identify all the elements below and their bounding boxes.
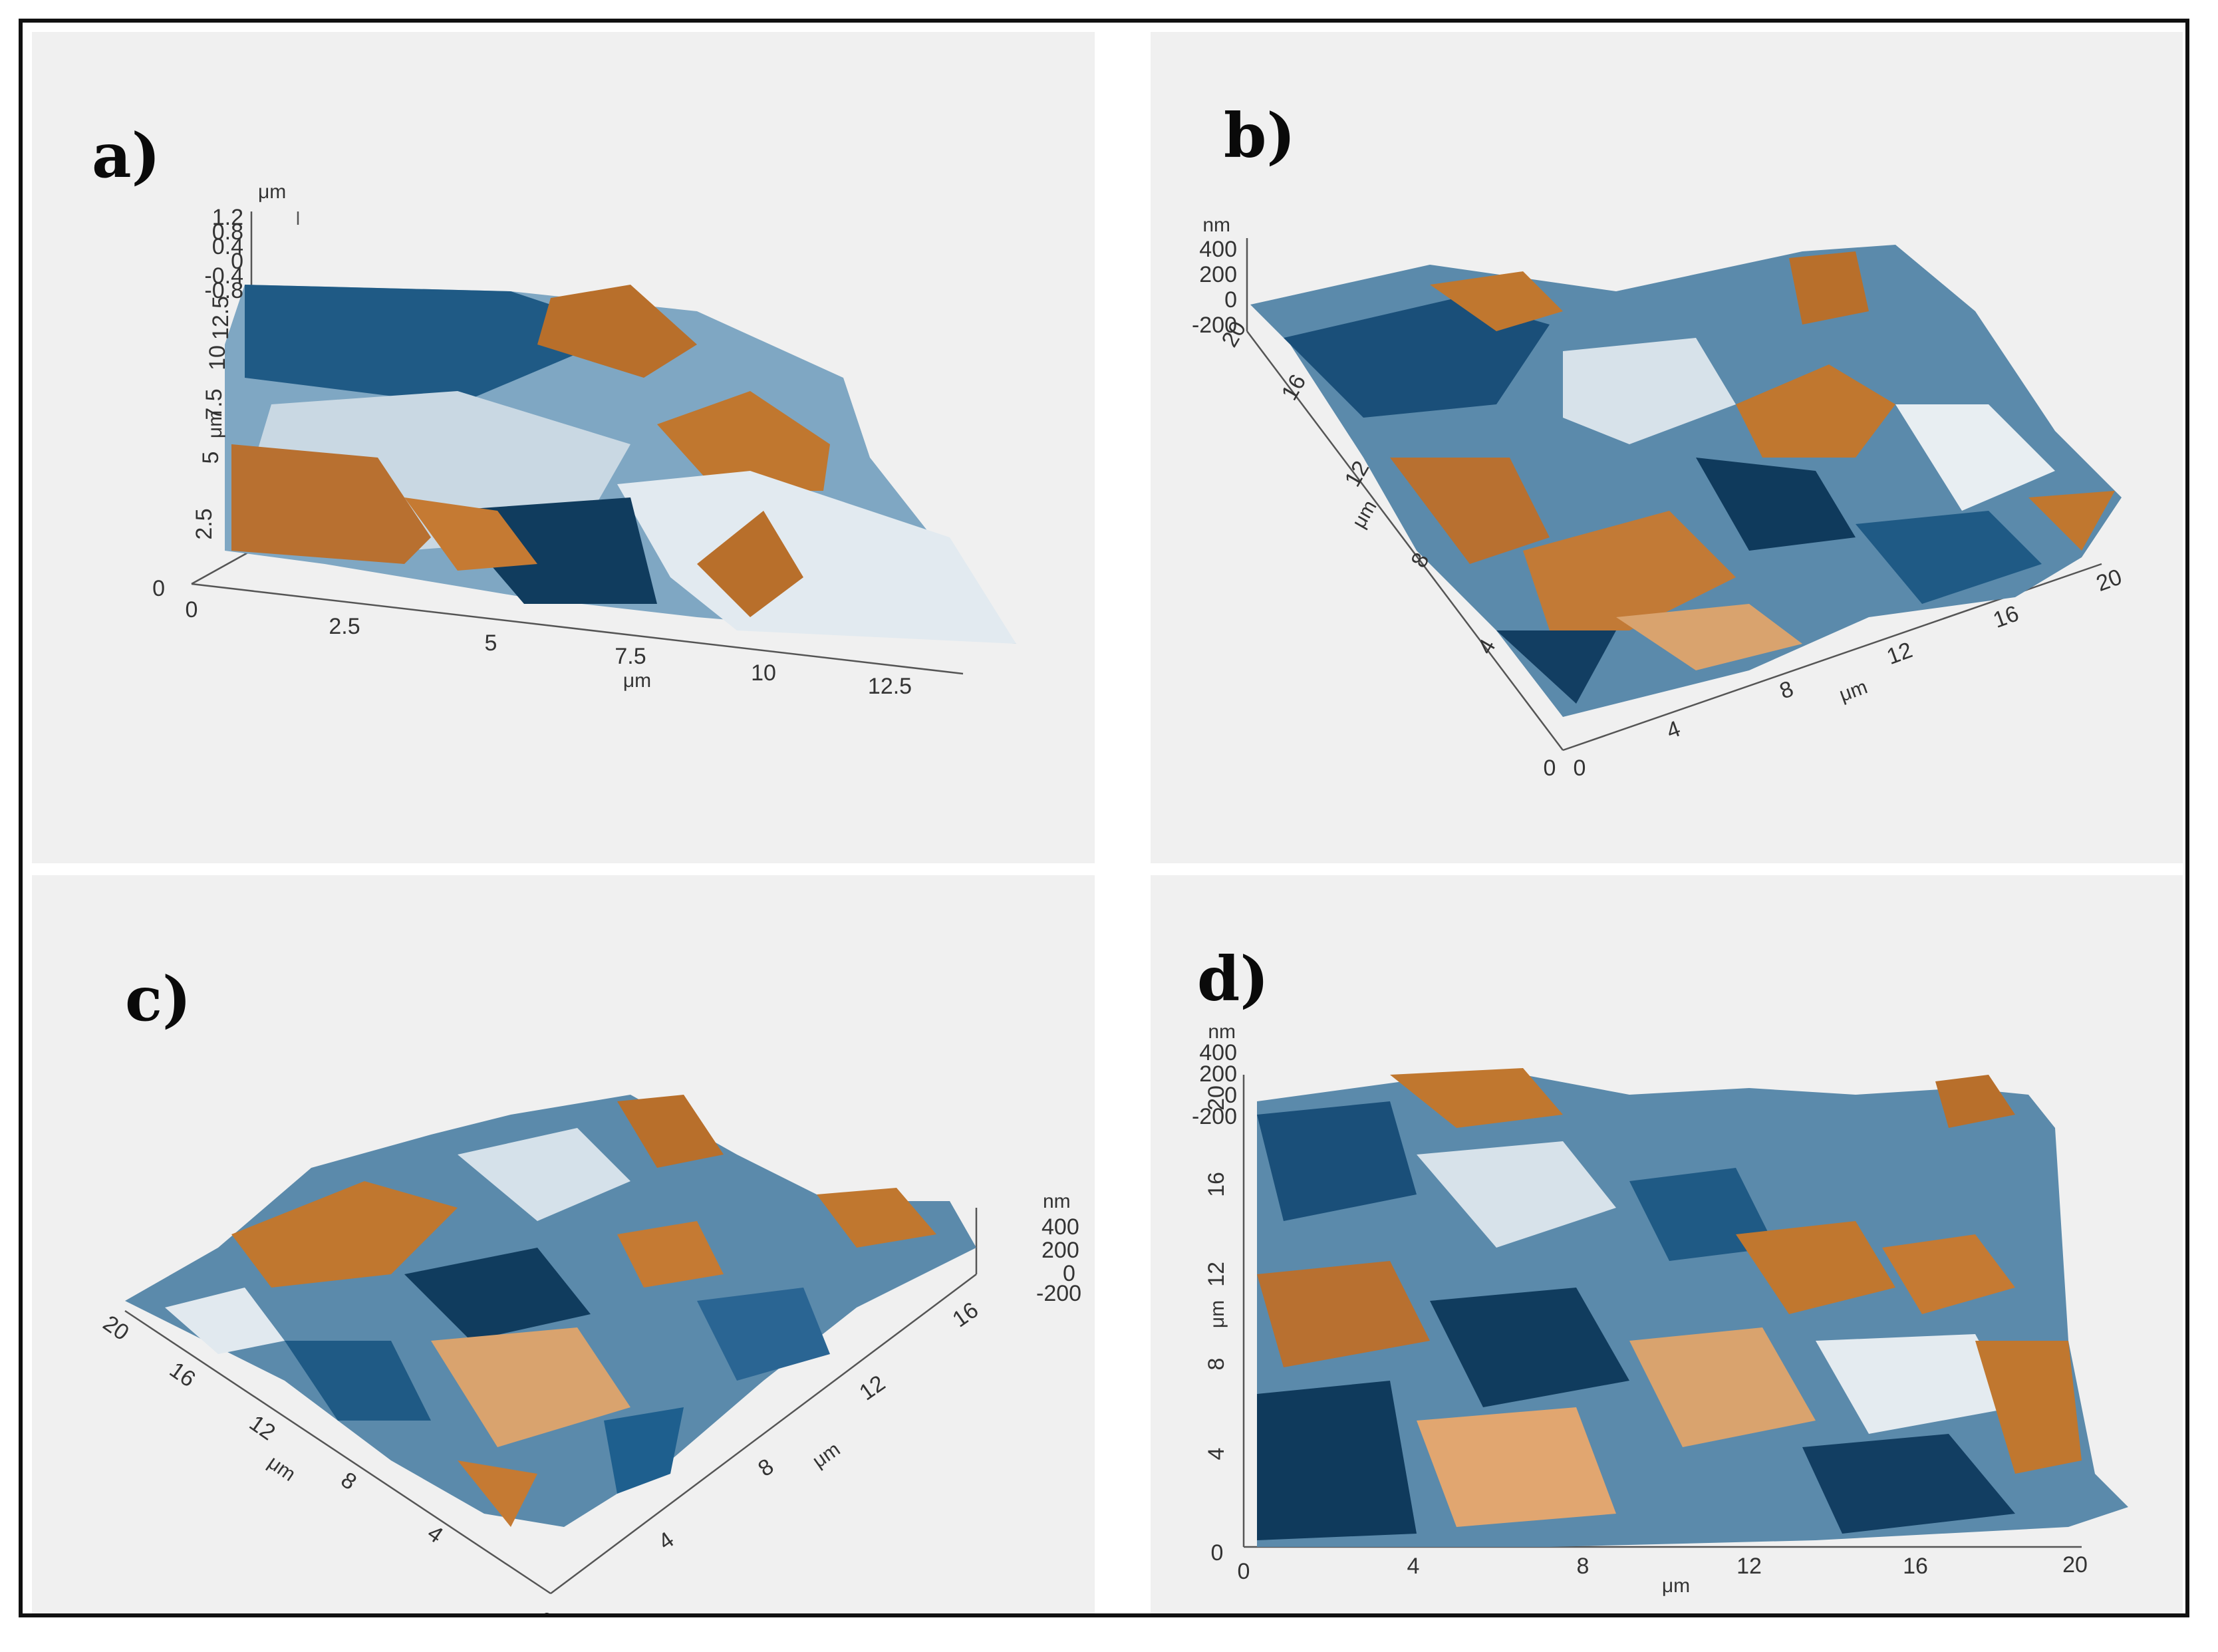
panel-d: d) (1151, 875, 2183, 1613)
panel-b: b) (1151, 32, 2183, 863)
tick-label: 16 (1277, 370, 1312, 405)
tick-label: 400 (1199, 1040, 1237, 1065)
z-axis-unit: nm (1208, 1021, 1236, 1043)
tick-label: 0 (1544, 756, 1556, 781)
tick-label: 1.2 (212, 205, 243, 230)
panel-b-z-ticks: nm 400 200 0 -200 (1192, 214, 1237, 338)
tick-label: 400 (1199, 237, 1237, 262)
tick-label: 8 (1577, 1554, 1590, 1579)
tick-label: 0 (231, 249, 243, 274)
z-axis-unit: μm (258, 181, 286, 203)
panel-a-z-ticks: μm 1.2 0.8 0.4 0 -0.4 -0.8 (204, 181, 286, 303)
tick-label: 400 (1041, 1214, 1079, 1240)
panel-b-surface (1250, 245, 2122, 717)
tick-label: 0 (1224, 287, 1237, 313)
x-axis-unit: μm (1836, 676, 1870, 706)
tick-label: 12 (1204, 1262, 1229, 1287)
tick-label: 20 (1204, 1085, 1229, 1111)
tick-label: 0 (152, 576, 165, 601)
tick-label: 200 (1041, 1238, 1079, 1263)
tick-label: 10 (205, 345, 230, 370)
tick-label: 12 (1883, 637, 1916, 670)
x-axis-unit: μm (1662, 1575, 1690, 1597)
panel-c-z-ticks: nm 400 200 0 -200 (1036, 1190, 1081, 1306)
tick-label: 8 (1776, 676, 1797, 704)
tick-label: 8 (754, 1454, 778, 1482)
panel-a-surface (225, 285, 1016, 644)
tick-label: 200 (1199, 262, 1237, 287)
tick-label: -0.8 (204, 278, 243, 303)
tick-label: 8 (337, 1467, 361, 1495)
panel-d-z-ticks: nm 400 200 0 -200 (1192, 1021, 1237, 1129)
tick-label: 0 (1063, 1261, 1075, 1286)
tick-label: 8 (1204, 1358, 1229, 1371)
tick-label: 10 (751, 660, 776, 686)
panel-a-y-ticks: 0 2.5 5 7.5 10 12.5 μm (152, 296, 233, 601)
tick-label: 0 (533, 1607, 557, 1613)
tick-label: 16 (1903, 1554, 1928, 1579)
tick-label: 0 (186, 597, 198, 622)
tick-label: 16 (1204, 1172, 1229, 1197)
tick-label: 16 (1990, 601, 2022, 633)
tick-label: 12 (245, 1411, 280, 1446)
y-axis-unit: μm (204, 410, 226, 438)
tick-label: -0.4 (204, 263, 243, 289)
tick-label: 5 (198, 452, 223, 464)
x-axis-unit: μm (623, 670, 651, 692)
tick-label: 200 (1199, 1061, 1237, 1087)
panel-a-x-ticks: 0 2.5 5 7.5 10 12.5 μm (186, 597, 912, 699)
tick-label: 20 (2093, 564, 2126, 597)
tick-label: 0 (1224, 1083, 1237, 1108)
tick-label: 12 (1736, 1554, 1762, 1579)
tick-label: 2.5 (329, 614, 360, 639)
tick-label: 0.8 (212, 219, 243, 245)
panel-d-x-ticks: 0 4 8 12 16 20 μm (1238, 1552, 2088, 1597)
tick-label: 16 (165, 1357, 200, 1393)
y-axis-unit: μm (1206, 1300, 1228, 1328)
tick-label: -200 (1192, 1104, 1237, 1129)
tick-label: 0 (555, 1610, 580, 1613)
panel-d-surface (1257, 1068, 2128, 1547)
panel-a-plot: 0 2.5 5 7.5 10 12.5 μm 0 2.5 5 7.5 10 12… (152, 181, 1016, 699)
tick-label: 5 (485, 630, 497, 656)
tick-label: -200 (1192, 313, 1237, 338)
panel-a-label: a) (92, 120, 161, 192)
tick-label: -200 (1036, 1281, 1081, 1306)
tick-label: 2.5 (192, 508, 217, 539)
figure-frame: a) 0 2.5 5 (19, 19, 2189, 1617)
tick-label: 4 (423, 1520, 448, 1548)
panel-c-label: c) (125, 963, 192, 1035)
panel-d-y-ticks: 0 4 8 12 16 20 μm (1204, 1085, 1229, 1566)
tick-label: 0 (1238, 1559, 1250, 1584)
tick-label: 4 (1407, 1554, 1420, 1579)
tick-label: 0 (1574, 756, 1586, 781)
panel-b-label: b) (1224, 100, 1296, 172)
tick-label: 20 (98, 1311, 134, 1346)
left-axis-unit: μm (264, 1452, 300, 1486)
tick-label: 4 (1472, 635, 1500, 658)
tick-label: 0.4 (212, 234, 243, 259)
tick-label: 12 (855, 1371, 890, 1406)
panel-d-plot: nm 400 200 0 -200 0 4 8 12 16 20 μm 0 4 … (1192, 1021, 2128, 1597)
tick-label: 7.5 (202, 388, 227, 420)
panel-b-plot: nm 400 200 0 -200 0 4 8 12 16 20 μm 0 4 … (1192, 214, 2126, 781)
panel-a: a) 0 2.5 5 (32, 32, 1095, 863)
panel-c: c) nm (32, 875, 1095, 1613)
tick-label: 16 (948, 1298, 983, 1333)
tick-label: 12.5 (868, 674, 912, 699)
panel-c-surface (125, 1095, 976, 1527)
tick-label: 4 (1663, 716, 1684, 744)
panel-d-label: d) (1197, 943, 1269, 1015)
tick-label: 4 (654, 1527, 678, 1555)
tick-label: 7.5 (615, 644, 646, 669)
z-axis-unit: nm (1202, 214, 1230, 236)
tick-label: 4 (1204, 1448, 1229, 1460)
right-axis-unit: μm (809, 1439, 845, 1472)
tick-label: 20 (2062, 1552, 2088, 1578)
z-axis-unit: nm (1043, 1190, 1071, 1212)
panel-c-plot: nm 400 200 0 -200 20 16 12 8 4 0 μm 0 4 … (98, 1095, 1081, 1613)
tick-label: 0 (1211, 1540, 1224, 1566)
tick-label: 12.5 (208, 296, 233, 340)
